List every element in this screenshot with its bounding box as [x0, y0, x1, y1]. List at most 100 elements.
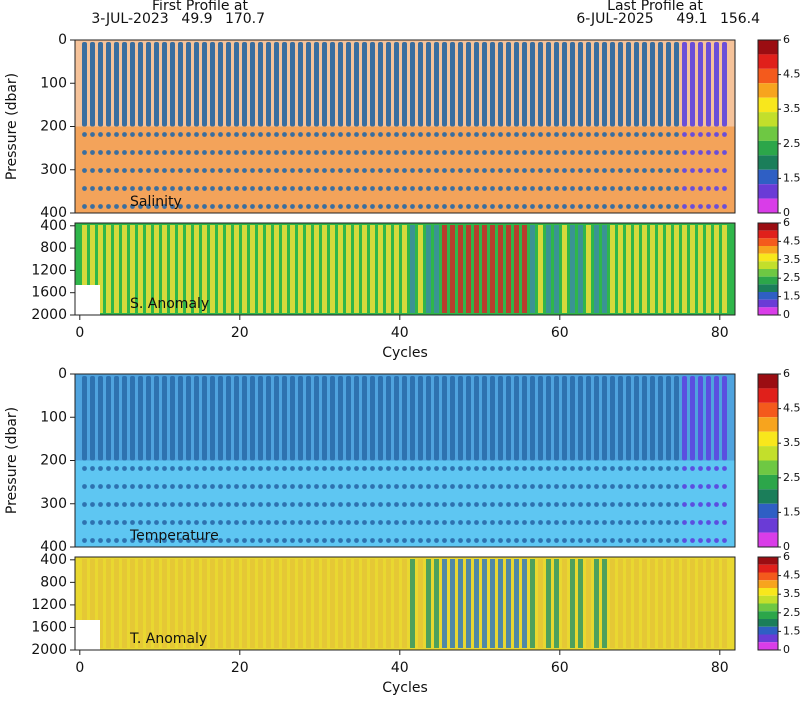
sample-dot — [618, 502, 623, 507]
sample-dot — [418, 186, 423, 191]
sample-dot — [154, 538, 159, 543]
sample-dot — [178, 186, 183, 191]
sample-dot — [186, 132, 191, 137]
profile-stripe — [146, 42, 151, 127]
colorbar-swatch — [758, 83, 778, 98]
sample-dot — [618, 520, 623, 525]
profile-stripe — [362, 42, 367, 127]
sample-dot — [530, 538, 535, 543]
sample-dot — [186, 204, 191, 209]
sample-dot — [586, 168, 591, 173]
sample-dot — [306, 502, 311, 507]
sample-dot — [714, 150, 719, 155]
sample-dot — [410, 204, 415, 209]
sample-dot — [130, 186, 135, 191]
profile-stripe — [306, 42, 311, 127]
sample-dot — [394, 204, 399, 209]
sample-dot — [458, 502, 463, 507]
profile-stripe — [250, 559, 255, 648]
profile-stripe — [210, 225, 215, 313]
sample-dot — [538, 168, 543, 173]
sample-dot — [322, 538, 327, 543]
sample-dot — [586, 520, 591, 525]
sample-dot — [402, 466, 407, 471]
profile-stripe — [346, 559, 351, 648]
sample-dot — [362, 168, 367, 173]
sample-dot — [138, 538, 143, 543]
sample-dot — [122, 132, 127, 137]
sample-dot — [418, 502, 423, 507]
sample-dot — [522, 204, 527, 209]
sample-dot — [242, 132, 247, 137]
sample-dot — [458, 132, 463, 137]
sample-dot — [538, 186, 543, 191]
sample-dot — [554, 168, 559, 173]
sample-dot — [282, 186, 287, 191]
sample-dot — [274, 150, 279, 155]
sample-dot — [458, 186, 463, 191]
profile-stripe — [634, 376, 639, 461]
sample-dot — [498, 150, 503, 155]
sample-dot — [474, 466, 479, 471]
profile-stripe — [282, 559, 287, 648]
panel-label: T. Anomaly — [129, 631, 207, 647]
sample-dot — [402, 484, 407, 489]
sample-dot — [578, 466, 583, 471]
profile-stripe — [650, 225, 655, 313]
sample-dot — [698, 168, 703, 173]
profile-stripe — [706, 225, 711, 313]
sample-dot — [378, 502, 383, 507]
sample-dot — [314, 150, 319, 155]
sample-dot — [202, 484, 207, 489]
sample-dot — [346, 132, 351, 137]
profile-stripe — [722, 559, 727, 648]
sample-dot — [330, 466, 335, 471]
profile-stripe — [322, 225, 327, 313]
sample-dot — [426, 520, 431, 525]
sample-dot — [378, 204, 383, 209]
profile-stripe — [402, 376, 407, 461]
profile-stripe — [714, 376, 719, 461]
x-tick-label: 0 — [75, 325, 84, 341]
sample-dot — [194, 466, 199, 471]
sample-dot — [706, 484, 711, 489]
y-tick-label: 300 — [40, 496, 67, 512]
sample-dot — [394, 484, 399, 489]
sample-dot — [610, 150, 615, 155]
sample-dot — [546, 466, 551, 471]
sample-dot — [474, 502, 479, 507]
colorbar-swatch — [758, 503, 778, 519]
sample-dot — [226, 168, 231, 173]
profile-stripe — [370, 559, 375, 648]
sample-dot — [570, 466, 575, 471]
profile-stripe — [506, 42, 511, 127]
sample-dot — [626, 466, 631, 471]
sample-dot — [706, 538, 711, 543]
profile-stripe — [122, 42, 127, 127]
sample-dot — [162, 520, 167, 525]
sample-dot — [482, 502, 487, 507]
sample-dot — [90, 204, 95, 209]
colorbar-tick-label: 1.5 — [783, 290, 800, 303]
profile-stripe — [386, 559, 391, 648]
sample-dot — [658, 132, 663, 137]
sample-dot — [330, 150, 335, 155]
sample-dot — [490, 132, 495, 137]
sample-dot — [378, 466, 383, 471]
sample-dot — [530, 204, 535, 209]
profile-stripe — [346, 225, 351, 313]
profile-stripe — [210, 559, 215, 648]
sample-dot — [650, 484, 655, 489]
profile-stripe — [450, 225, 455, 313]
sample-dot — [122, 150, 127, 155]
profile-stripe — [602, 42, 607, 127]
sample-dot — [706, 520, 711, 525]
sample-dot — [498, 132, 503, 137]
sample-dot — [514, 502, 519, 507]
profile-stripe — [370, 42, 375, 127]
profile-stripe — [514, 42, 519, 127]
sample-dot — [458, 538, 463, 543]
sample-dot — [682, 520, 687, 525]
sample-dot — [210, 466, 215, 471]
profile-stripe — [498, 376, 503, 461]
